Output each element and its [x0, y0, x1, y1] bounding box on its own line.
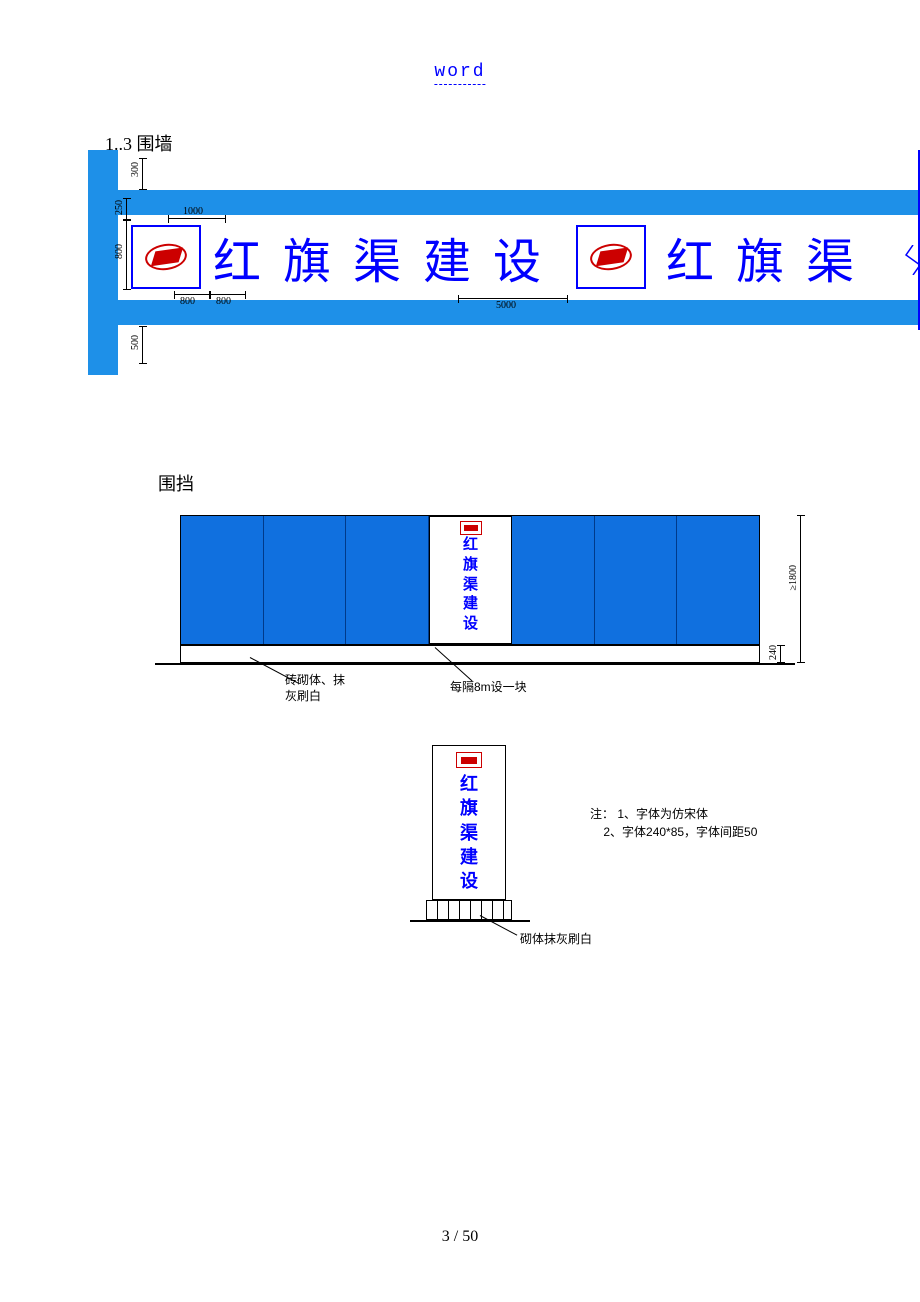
dim-250-label: 250 [114, 200, 125, 215]
d2-annot-left-l1: 砖砌体、抹 [285, 673, 345, 687]
d3-ground-line [410, 920, 530, 922]
d2-panel [512, 516, 595, 644]
mini-logo-icon [460, 521, 482, 535]
d2-panels: 红 旗 渠 建 设 [180, 515, 760, 645]
d2-char: 旗 [463, 556, 478, 575]
diagram-pillar-detail: 红 旗 渠 建 设 砌体抹灰刷白 注： 1、字体为仿宋体 2、字体240*85，… [380, 745, 840, 945]
dim-1800-label: ≥1800 [788, 565, 799, 591]
d2-panel [677, 516, 759, 644]
d3-pillar: 红 旗 渠 建 设 [432, 745, 506, 900]
break-line-icon [904, 245, 920, 275]
d3-notes: 注： 1、字体为仿宋体 2、字体240*85，字体间距50 [590, 805, 757, 841]
d3-note-line2: 2、字体240*85，字体间距50 [603, 825, 757, 839]
dim-800a [174, 294, 210, 295]
d2-annot-left-l2: 灰刷白 [285, 689, 321, 703]
d1-bottom-band [118, 300, 920, 325]
d3-char: 设 [460, 869, 478, 893]
d3-note-title: 注： [590, 807, 614, 821]
dim-300-label: 300 [130, 162, 141, 177]
d2-annot-left: 砖砌体、抹 灰刷白 [285, 673, 345, 704]
d2-ground-line [155, 663, 795, 665]
d3-brick-base [426, 900, 512, 920]
dim-500 [142, 326, 143, 364]
section-2-heading: 围挡 [158, 470, 194, 496]
d3-note-line1: 1、字体为仿宋体 [617, 807, 708, 821]
d1-left-column [88, 150, 118, 375]
dim-800v [126, 220, 127, 290]
dim-250 [126, 198, 127, 220]
dim-800b [210, 294, 246, 295]
d3-char: 渠 [460, 821, 478, 845]
d2-panel [346, 516, 429, 644]
break-left-icon [168, 565, 180, 589]
dim-1800 [800, 515, 801, 663]
dim-1000 [168, 218, 226, 219]
dim-500-label: 500 [130, 335, 141, 350]
d2-char: 渠 [463, 576, 478, 595]
mini-logo-icon [456, 752, 482, 768]
diagram-wall-elevation: 红旗渠建设 红旗渠 300 800 250 500 1000 800 800 5… [88, 150, 920, 375]
dim-1000-label: 1000 [183, 206, 203, 217]
dim-240-label: 240 [768, 645, 779, 660]
logo-oval-icon [143, 241, 188, 273]
dim-800v-label: 800 [114, 244, 125, 259]
dim-800a-label: 800 [180, 296, 195, 307]
d2-base-strip [180, 645, 760, 663]
d2-char: 建 [463, 595, 478, 614]
d1-top-band [118, 190, 920, 215]
d3-char: 旗 [460, 796, 478, 820]
header-word-link[interactable]: word [434, 62, 485, 85]
d1-logo-2 [576, 225, 646, 289]
dim-240 [780, 645, 781, 663]
d3-annot-bottom: 砌体抹灰刷白 [520, 930, 592, 947]
page-number: 3 / 50 [442, 1228, 478, 1246]
d1-slogan-1: 红旗渠建设 [213, 222, 563, 292]
dim-5000-label: 5000 [496, 300, 516, 311]
d3-char: 建 [460, 845, 478, 869]
d1-slogan-2: 红旗渠 [666, 222, 876, 292]
d3-char: 红 [460, 772, 478, 796]
d2-char: 设 [463, 615, 478, 634]
dim-800b-label: 800 [216, 296, 231, 307]
diagram-barrier-elevation: 红 旗 渠 建 设 砖砌体、抹 灰刷白 每隔8m设一块 240 ≥1800 [180, 515, 840, 710]
dim-5000 [458, 298, 568, 299]
d2-char: 红 [463, 536, 478, 555]
d2-dimensions: 240 ≥1800 [770, 515, 810, 663]
d2-panel [595, 516, 678, 644]
dim-300 [142, 158, 143, 190]
d2-panel [181, 516, 264, 644]
d2-annot-right: 每隔8m设一块 [450, 680, 527, 696]
d2-sign-panel: 红 旗 渠 建 设 [429, 516, 513, 644]
logo-oval-icon [588, 241, 633, 273]
d2-panel [264, 516, 347, 644]
d1-logo-1 [131, 225, 201, 289]
